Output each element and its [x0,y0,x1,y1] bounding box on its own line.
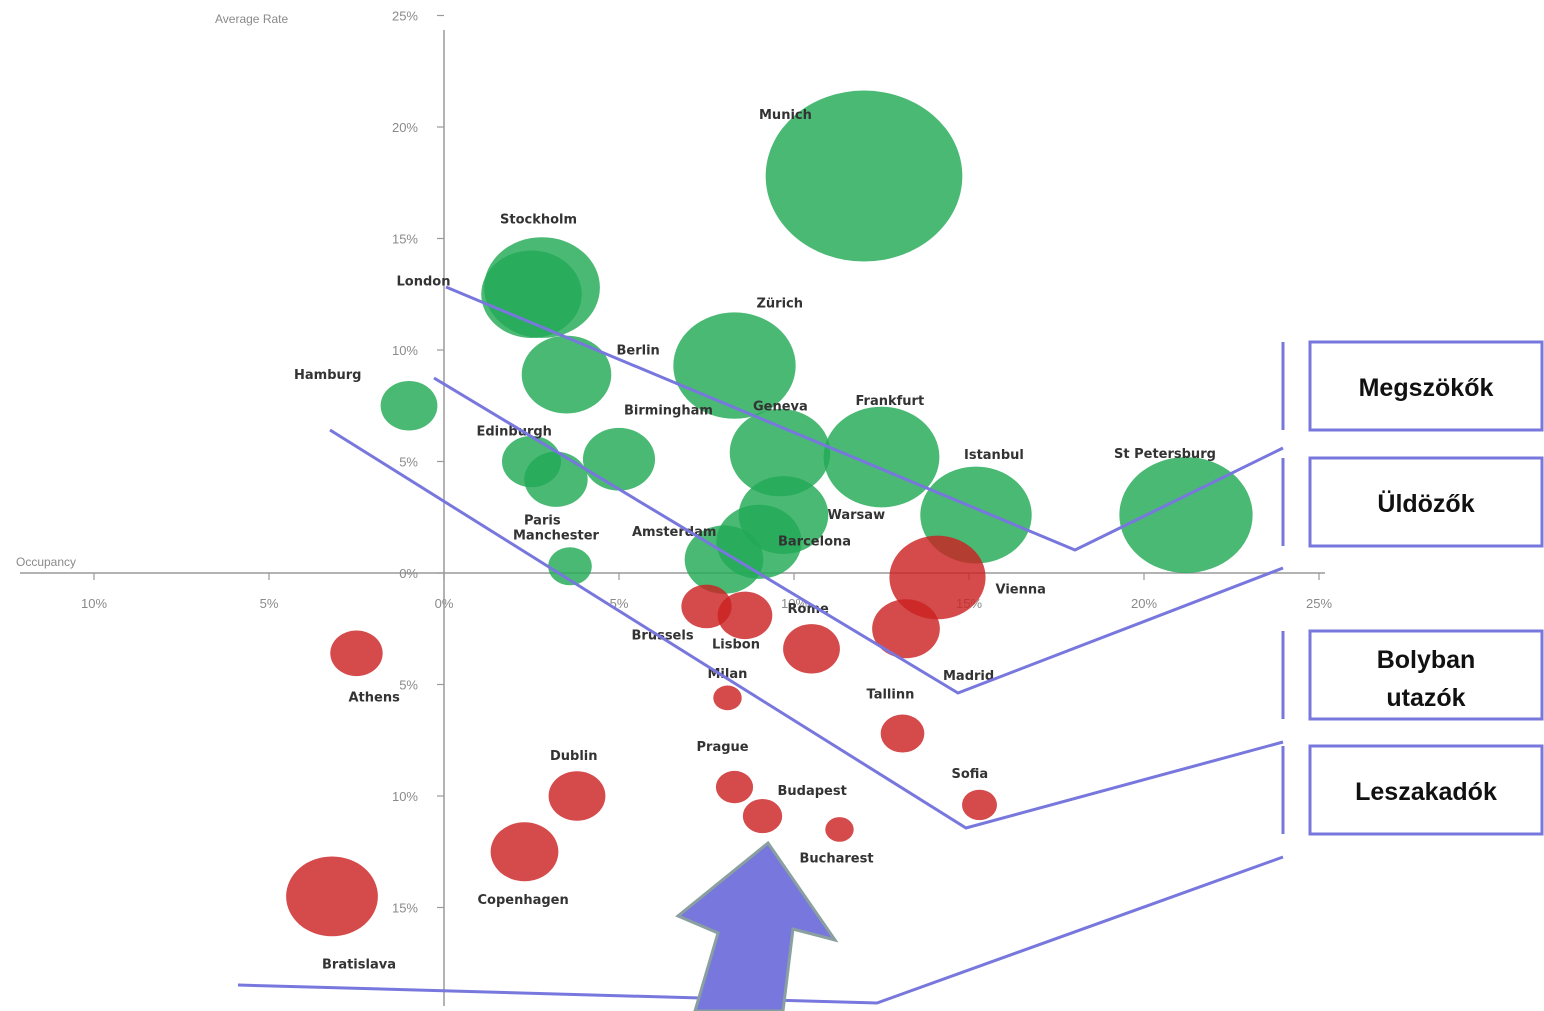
bubble-st-petersburg [1119,457,1253,573]
x-tick-label: 5% [610,596,629,611]
city-label: Stockholm [500,213,577,228]
city-label: Istanbul [964,448,1024,463]
up-arrow-icon [675,840,839,1011]
city-label: Frankfurt [856,394,925,409]
bubble-budapest [742,798,783,834]
leszakadok-line [237,855,1284,1005]
overlay-lines [237,285,1284,1005]
bubble-bratislava [286,856,378,937]
y-tick-label: 15% [392,232,418,247]
y-tick-label: 25% [392,9,418,24]
bubble-athens [330,630,383,677]
y-axis-ticks: 25%20%15%10%5%0%5%10%15%20% [392,9,444,916]
x-tick-label: 25% [1306,596,1332,611]
bubble-vienna [889,535,986,620]
city-label: Munich [759,108,812,123]
bubble-rome [783,624,840,674]
city-label: Paris [524,513,561,528]
bubble-paris [524,451,588,507]
city-label: Amsterdam [632,525,716,540]
y-tick-label: 10% [392,343,418,358]
bubble-geneva [729,408,831,497]
city-label: Manchester [513,528,600,543]
y-tick-label: 20% [392,120,418,135]
city-label: Hamburg [294,368,361,383]
bubble-madrid [872,599,940,659]
city-label: Geneva [753,400,808,415]
segment-label-leszakadok: Leszakadók [1355,778,1497,806]
segment-label-bolyban-line1: Bolyban [1377,646,1476,674]
bubble-z-rich [673,312,796,419]
bubble-birmingham [582,427,656,491]
city-label: Birmingham [624,403,713,418]
segment-box-uldozok [1308,456,1544,548]
segment-box-megszokok [1308,340,1544,432]
city-label: Dublin [550,749,598,764]
megszokok-line [445,285,1284,552]
city-label: Madrid [943,669,994,684]
bubble-lisbon [717,591,773,640]
city-label: Copenhagen [478,893,569,908]
city-label: Edinburgh [477,425,552,440]
x-tick-label: 5% [260,596,279,611]
segment-box-bolyban [1308,629,1544,721]
bolyban-line [329,428,1284,830]
bubble-sofia [962,789,997,821]
city-label: St Petersburg [1114,447,1216,462]
x-tick-label: 10% [81,596,107,611]
bubble-milan [713,685,742,711]
segment-box-leszakadok [1308,744,1544,836]
x-tick-label: 20% [1131,596,1157,611]
bubble-prague [715,770,754,804]
y-tick-label: 0% [399,566,418,581]
city-label: Bucharest [800,851,874,866]
bubble-series [286,90,1253,937]
city-label: London [397,274,451,289]
bubble-munich [765,90,963,262]
city-label: Budapest [778,784,847,799]
y-axis-title: Average Rate [215,12,288,26]
bubble-barcelona [684,525,764,594]
city-label: Berlin [617,344,660,359]
y-tick-label: 5% [399,678,418,693]
segment-label-megszokok: Megszökők [1359,374,1494,402]
city-label: Rome [788,602,829,617]
bubble-dublin [548,771,606,821]
bubble-copenhagen [490,822,559,882]
city-label: Lisbon [712,637,760,652]
segment-label-bolyban-line2: utazók [1386,684,1465,712]
y-tick-label: 15% [392,901,418,916]
segment-label-uldozok: Üldözők [1377,489,1474,518]
city-label: Milan [708,667,748,682]
bubble-tallinn [880,714,925,753]
city-label: Bratislava [322,957,396,972]
y-tick-label: 5% [399,455,418,470]
segment-legend: Megszökők Üldözők Bolyban utazók Leszaka… [1281,340,1544,836]
city-label: Tallinn [867,688,915,703]
x-axis-title: Occupancy [16,555,76,569]
city-label: Brussels [632,628,694,643]
bubble-london [481,250,582,338]
city-label: Sofia [952,767,989,782]
city-label: Athens [349,690,401,705]
y-tick-label: 10% [392,789,418,804]
bubble-frankfurt [823,406,940,508]
city-label: Zürich [757,297,804,312]
bubble-manchester [548,547,592,586]
bubble-hamburg [380,381,438,431]
uldozok-line [433,376,1284,695]
bubble-bucharest [825,817,854,842]
city-label: Vienna [996,582,1046,597]
bubble-berlin [521,335,612,414]
bubble-labels: Munich Stockholm London Zürich Berlin Hamburg… [294,108,1216,972]
city-label: Warsaw [828,508,886,523]
x-tick-label: 0% [435,596,454,611]
city-label: Prague [697,740,749,755]
city-label: Barcelona [778,535,851,550]
